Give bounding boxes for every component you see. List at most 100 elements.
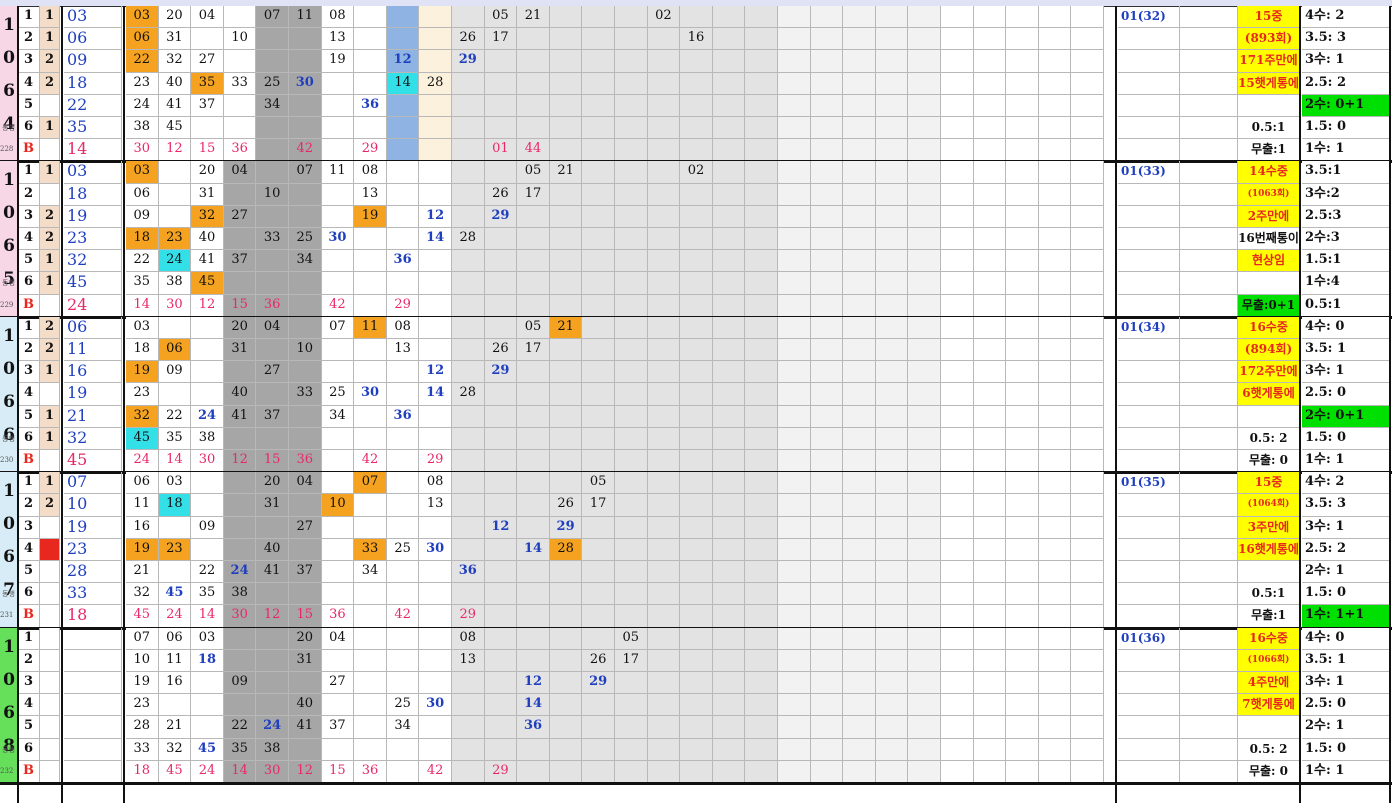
number-grid-cell[interactable] [810,361,844,384]
number-grid-cell[interactable]: 08 [386,316,420,339]
number-grid-cell[interactable] [289,494,322,517]
number-grid-cell[interactable] [289,50,322,73]
number-grid-cell[interactable] [549,117,583,140]
number-grid-cell[interactable] [712,94,746,117]
number-grid-cell[interactable] [778,627,811,650]
number-grid-cell[interactable] [680,538,713,561]
number-grid-cell[interactable] [778,161,811,184]
number-grid-cell[interactable] [1038,450,1072,473]
number-grid-cell[interactable] [680,405,713,428]
number-grid-cell[interactable] [745,50,778,73]
number-grid-cell[interactable] [647,72,681,95]
number-grid-cell[interactable]: 11 [126,494,159,517]
number-grid-cell[interactable] [1071,94,1104,117]
number-grid-cell[interactable]: 08 [354,161,387,184]
number-grid-cell[interactable] [647,649,681,672]
number-grid-cell[interactable]: 35 [191,72,224,95]
number-grid-cell[interactable]: 05 [582,472,615,495]
number-grid-cell[interactable] [1071,50,1104,73]
number-grid-cell[interactable]: 40 [223,383,257,406]
number-grid-cell[interactable] [354,649,387,672]
number-grid-cell[interactable] [517,627,550,650]
number-grid-cell[interactable] [745,694,778,717]
number-grid-cell[interactable]: 08 [452,627,485,650]
number-grid-cell[interactable] [223,472,257,495]
number-grid-cell[interactable]: 24 [191,760,224,783]
number-grid-cell[interactable] [484,627,518,650]
number-grid-cell[interactable] [419,294,452,317]
number-grid-cell[interactable] [647,538,681,561]
number-grid-cell[interactable] [875,760,909,783]
number-grid-cell[interactable] [452,672,485,695]
number-grid-cell[interactable] [875,6,909,29]
number-grid-cell[interactable] [680,117,713,140]
number-grid-cell[interactable] [321,538,355,561]
number-grid-cell[interactable] [289,427,322,450]
number-grid-cell[interactable] [1071,427,1104,450]
number-grid-cell[interactable] [908,228,941,251]
number-grid-cell[interactable] [386,583,420,606]
number-grid-cell[interactable] [452,205,485,228]
number-grid-cell[interactable] [321,117,355,140]
number-grid-cell[interactable] [256,694,289,717]
number-grid-cell[interactable] [582,760,615,783]
number-grid-cell[interactable] [810,672,844,695]
number-grid-cell[interactable] [973,94,1007,117]
number-grid-cell[interactable]: 14 [386,72,420,95]
number-grid-cell[interactable] [680,494,713,517]
number-grid-cell[interactable]: 14 [191,605,224,628]
number-grid-cell[interactable] [908,94,941,117]
number-grid-cell[interactable] [745,228,778,251]
number-grid-cell[interactable] [908,50,941,73]
number-grid-cell[interactable] [517,405,550,428]
number-grid-cell[interactable]: 23 [126,72,159,95]
number-grid-cell[interactable] [158,383,192,406]
number-grid-cell[interactable] [615,94,648,117]
number-grid-cell[interactable] [810,405,844,428]
number-grid-cell[interactable] [745,427,778,450]
number-grid-cell[interactable]: 14 [517,538,550,561]
number-grid-cell[interactable] [386,516,420,539]
drawn-number-cell[interactable]: 19 [64,516,122,539]
number-grid-cell[interactable] [647,383,681,406]
number-grid-cell[interactable]: 05 [615,627,648,650]
number-grid-cell[interactable] [973,161,1007,184]
number-grid-cell[interactable] [386,450,420,473]
number-grid-cell[interactable] [223,228,257,251]
number-grid-cell[interactable]: 07 [321,316,355,339]
number-grid-cell[interactable] [354,605,387,628]
number-grid-cell[interactable] [778,672,811,695]
number-grid-cell[interactable] [908,139,941,162]
number-grid-cell[interactable] [712,738,746,761]
number-grid-cell[interactable] [517,294,550,317]
number-grid-cell[interactable] [1071,516,1104,539]
number-grid-cell[interactable] [843,450,876,473]
number-grid-cell[interactable]: 05 [517,161,550,184]
number-grid-cell[interactable] [843,516,876,539]
number-grid-cell[interactable] [647,583,681,606]
number-grid-cell[interactable] [973,50,1007,73]
number-grid-cell[interactable] [973,716,1007,739]
number-grid-cell[interactable] [908,272,941,295]
drawn-number-cell[interactable]: 14 [64,139,122,162]
number-grid-cell[interactable] [908,716,941,739]
number-grid-cell[interactable] [1038,94,1072,117]
number-grid-cell[interactable] [1038,760,1072,783]
number-grid-cell[interactable] [1006,472,1039,495]
number-grid-cell[interactable] [549,6,583,29]
number-grid-cell[interactable] [549,427,583,450]
number-grid-cell[interactable]: 06 [126,472,159,495]
drawn-number-cell[interactable] [64,694,122,717]
number-grid-cell[interactable] [745,738,778,761]
number-grid-cell[interactable] [549,339,583,362]
number-grid-cell[interactable] [745,538,778,561]
number-grid-cell[interactable] [875,694,909,717]
number-grid-cell[interactable] [843,183,876,206]
number-grid-cell[interactable] [1006,583,1039,606]
number-grid-cell[interactable] [973,427,1007,450]
number-grid-cell[interactable] [452,250,485,273]
number-grid-cell[interactable] [321,427,355,450]
number-grid-cell[interactable] [973,494,1007,517]
drawn-number-cell[interactable]: 07 [64,472,122,495]
number-grid-cell[interactable]: 29 [386,294,420,317]
